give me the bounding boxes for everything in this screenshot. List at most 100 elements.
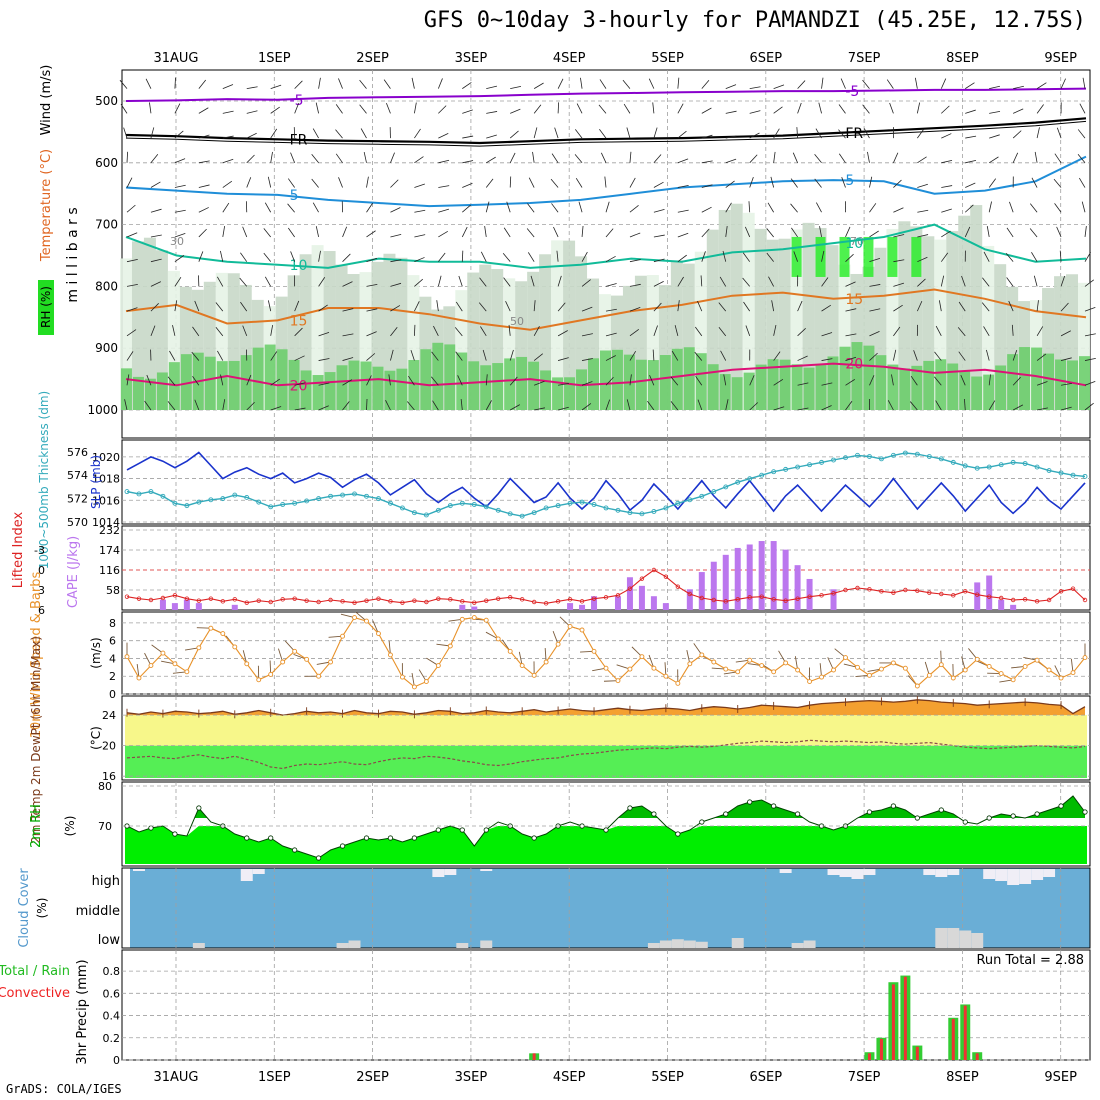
- wind-barb: [150, 127, 155, 139]
- wind-barb: [792, 152, 798, 163]
- rh2m-point: [1034, 811, 1040, 817]
- wind-barb: [457, 375, 463, 386]
- wind-barb: [677, 158, 689, 164]
- wind-barb: [821, 382, 833, 386]
- slp-tick-label: 1014: [92, 516, 120, 529]
- wind-barb: [246, 86, 258, 90]
- thickness-point: [352, 491, 357, 497]
- isotherm-label: 10: [290, 258, 308, 274]
- rh2m-point: [914, 815, 920, 821]
- cape-bar: [171, 603, 178, 610]
- wind-barb: [819, 226, 822, 238]
- wind-barb: [773, 106, 783, 114]
- thickness-point: [1070, 472, 1076, 478]
- wind-barb: [366, 283, 378, 287]
- thickness-point: [591, 502, 597, 507]
- wind-barb: [749, 86, 761, 90]
- thickness-point: [998, 462, 1004, 468]
- rh-shade-cell: [803, 367, 815, 410]
- wind10m-point: [723, 666, 729, 672]
- cloud-high-cell: [995, 869, 1008, 881]
- wind10m-point: [399, 674, 405, 680]
- wind-barb: [191, 351, 200, 361]
- li-tick-label: 6: [38, 604, 45, 617]
- wind10m-point: [555, 641, 561, 647]
- wind-barb: [318, 277, 326, 287]
- thickness-point: [184, 503, 190, 509]
- wind-barb: [126, 374, 130, 386]
- rh-shade-cell: [156, 372, 168, 410]
- wind-barb: [869, 375, 875, 386]
- wind-barb: [437, 78, 443, 89]
- lifted-index-point: [771, 597, 776, 602]
- wind-barb: [366, 398, 368, 411]
- precip-convective-bar: [879, 1038, 883, 1060]
- wind-barb: [312, 128, 319, 139]
- rh-shade-cell: [1031, 347, 1043, 410]
- wind-barb: [629, 177, 636, 188]
- pressure-tick-label: 700: [95, 218, 118, 232]
- wind-barb: [479, 277, 487, 287]
- date-label-top: 3SEP: [455, 51, 488, 66]
- wind-barb: [941, 208, 952, 213]
- wind-barb: [485, 178, 494, 188]
- rh2m-tick-label: 70: [98, 820, 112, 833]
- date-label-bottom: 5SEP: [651, 1070, 684, 1085]
- wind-barb: [509, 130, 519, 139]
- wind-barb: [366, 257, 378, 263]
- wind-barb: [653, 280, 664, 287]
- wind-barb: [342, 333, 354, 337]
- thickness-point: [555, 503, 561, 509]
- wind-barb: [845, 308, 857, 312]
- lifted-index-point: [903, 587, 908, 593]
- wind-barb: [964, 399, 966, 411]
- wind-barb: [246, 154, 255, 164]
- isotherm-label: 15: [845, 292, 863, 308]
- wind-barb: [533, 326, 540, 337]
- wind-barb: [431, 351, 439, 361]
- cloud-low-cell: [336, 943, 349, 948]
- thickness-point: [471, 502, 477, 507]
- rh-shade-cell: [898, 221, 911, 410]
- wind-barb: [263, 252, 272, 262]
- wind10m-point: [304, 656, 310, 662]
- wind-barb: [315, 226, 319, 238]
- wind-barb: [264, 202, 272, 213]
- lifted-index-point: [376, 596, 381, 601]
- rh2m-point: [938, 807, 944, 813]
- thickness-tick-label: 572: [67, 493, 88, 506]
- dewpoint-line: [126, 739, 1086, 770]
- wind-barb: [174, 158, 186, 164]
- thickness-point: [495, 507, 501, 513]
- wind-barb: [816, 202, 822, 213]
- wind10m-point: [1022, 663, 1028, 669]
- wind-barb: [941, 133, 952, 139]
- wind-barb: [821, 405, 832, 411]
- cape-bar: [794, 565, 801, 610]
- date-label-top: 5SEP: [651, 51, 684, 66]
- wind-barb: [1036, 104, 1044, 114]
- wind-barb: [578, 201, 583, 213]
- wind-barb: [749, 402, 759, 411]
- thickness-point: [232, 492, 238, 498]
- wind-barb: [390, 326, 398, 337]
- date-label-bottom: 1SEP: [258, 1070, 291, 1085]
- thickness-point: [292, 500, 298, 506]
- wind-barb: [508, 324, 511, 336]
- wind-barb: [773, 84, 785, 90]
- cape-tick-label: 116: [99, 564, 120, 577]
- li-tick-label: -3: [34, 544, 45, 557]
- wind-barb: [366, 308, 378, 312]
- wind-barb: [198, 160, 210, 164]
- wind10m-point: [196, 645, 202, 651]
- thickness-point: [567, 500, 573, 506]
- isotherm-label: FR: [290, 132, 308, 148]
- wind10m-point: [507, 648, 513, 654]
- lifted-index-point: [232, 597, 237, 602]
- wind10m-point: [172, 661, 178, 667]
- isotherm-FR-outline: [125, 120, 1087, 147]
- temp-tick-label: 16: [102, 770, 116, 783]
- wind-barb: [246, 177, 252, 188]
- rh2m-point: [435, 827, 441, 833]
- wind-barb: [335, 129, 343, 139]
